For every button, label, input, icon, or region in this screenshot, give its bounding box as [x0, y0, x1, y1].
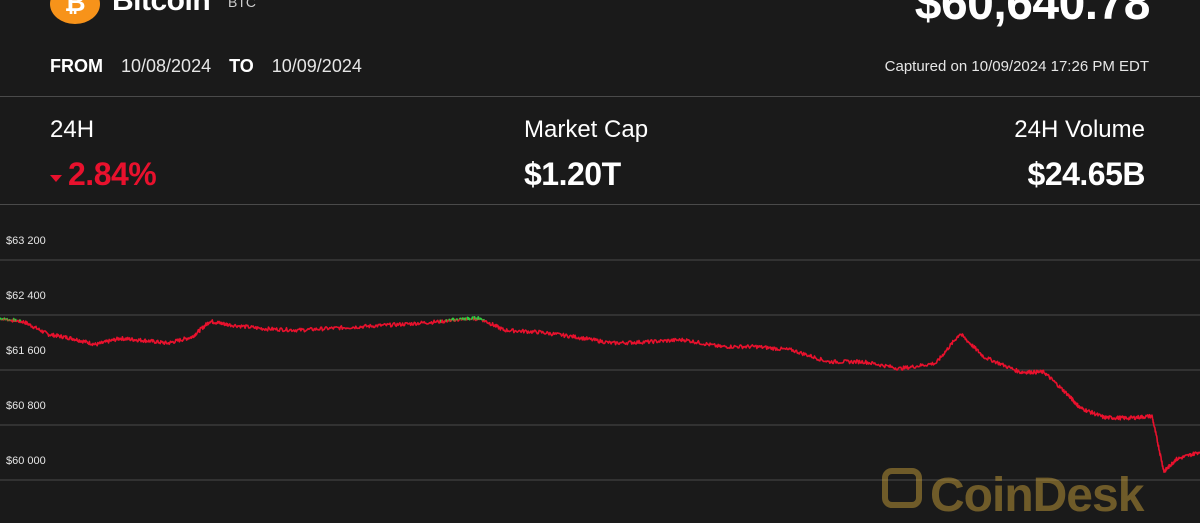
from-label: FROM [50, 56, 103, 76]
price-series-line [20, 320, 440, 346]
price-series-line [0, 318, 1, 320]
price-series-line [11, 319, 13, 322]
to-label: TO [229, 56, 254, 76]
y-tick-label: $61 600 [6, 345, 46, 357]
price-chart: $63 200 $62 400 $61 600 $60 800 $60 000 [0, 205, 1200, 500]
price-series-line [480, 318, 483, 320]
coin-name: Bitcoin [112, 0, 210, 18]
change-24h-value: 2.84% [68, 156, 156, 192]
price-series-line [474, 317, 475, 320]
coindesk-logo-icon [882, 468, 922, 508]
market-cap-value: $1.20T [524, 156, 648, 193]
date-range: FROM 10/08/2024 TO 10/09/2024 [50, 56, 380, 77]
down-arrow-icon [50, 175, 62, 182]
coindesk-watermark: CoinDesk [882, 468, 1143, 523]
volume-24h-stat: 24H Volume $24.65B [1014, 116, 1145, 193]
y-tick-label: $60 800 [6, 400, 46, 412]
header-divider [0, 96, 1200, 97]
price-series-line [441, 319, 446, 323]
watermark-text: CoinDesk [930, 469, 1143, 522]
price-series-line [484, 321, 1200, 473]
y-tick-label: $60 000 [6, 455, 46, 467]
market-cap-stat: Market Cap $1.20T [524, 116, 648, 193]
change-24h-stat: 24H 2.84% [50, 116, 156, 193]
price-series-line [20, 319, 21, 321]
header: ₿ Bitcoin BTC $60,640.78 FROM 10/08/2024 T… [0, 0, 1200, 96]
captured-timestamp: Captured on 10/09/2024 17:26 PM EDT [885, 58, 1149, 75]
from-date: 10/08/2024 [121, 56, 211, 76]
to-date: 10/09/2024 [272, 56, 362, 76]
y-tick-label: $63 200 [6, 235, 46, 247]
current-price: $60,640.78 [915, 0, 1150, 31]
price-series-line [457, 318, 458, 320]
y-tick-label: $62 400 [6, 290, 46, 302]
price-series-line [484, 319, 485, 320]
coin-ticker: BTC [228, 0, 256, 10]
change-24h-value-wrap: 2.84% [50, 156, 156, 193]
market-cap-label: Market Cap [524, 116, 648, 144]
volume-24h-value: $24.65B [1014, 156, 1145, 193]
change-24h-label: 24H [50, 116, 156, 144]
volume-24h-label: 24H Volume [1014, 116, 1145, 144]
bitcoin-logo-icon: ₿ [50, 0, 100, 24]
